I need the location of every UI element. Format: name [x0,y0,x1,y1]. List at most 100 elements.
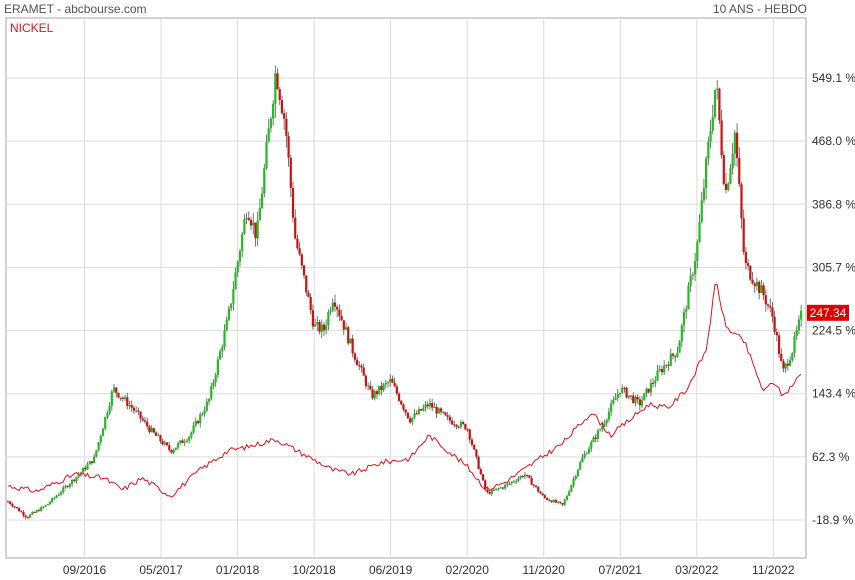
candle-down [15,507,18,509]
candle-up [327,311,330,326]
candle-down [347,327,350,344]
candle-down [521,476,524,478]
candle-up [424,404,427,408]
candle-down [764,295,767,305]
candle-down [462,422,465,424]
candle-up [800,310,803,320]
candle-up [367,385,370,387]
candle-up [570,485,573,492]
candle-up [95,450,98,457]
candle-up [680,325,683,342]
grid [5,17,807,559]
candle-up [700,200,703,222]
candle-up [227,308,231,320]
candle-down [492,489,496,491]
candle-up [157,435,160,437]
candle-down [539,491,542,494]
candle-down [37,510,41,512]
candle-down [594,437,597,439]
candle-down [73,479,76,481]
y-tick-label: 468.0 % [812,134,855,148]
candle-up [378,386,381,395]
candle-down [307,292,310,297]
candle-up [729,167,732,184]
candle-down [722,155,725,184]
candle-up [693,261,697,275]
y-tick-label: -18.9 % [812,513,854,527]
candle-up [135,410,138,412]
candle-down [351,338,354,354]
candle-down [340,315,343,321]
candle-up [40,507,43,512]
candle-down [146,421,149,427]
candle-up [188,436,191,441]
candle-down [130,405,133,408]
candle-up [731,153,734,168]
candle-down [470,439,474,445]
candle-up [658,369,661,371]
candle-up [192,425,195,433]
candle-up [685,309,688,312]
candle-up [689,275,692,286]
candle-up [104,416,107,429]
candle-down [369,385,372,390]
candle-up [614,398,617,401]
candle-up [579,462,582,470]
candle-up [590,442,593,449]
candle-up [218,351,222,360]
candles-group [6,65,803,520]
candle-down [342,320,345,330]
candle-down [247,217,250,220]
candle-up [212,382,215,387]
candle-up [179,440,182,444]
candle-up [733,132,736,154]
candle-up [495,488,498,490]
candle-up [55,495,58,498]
candle-up [707,141,710,159]
candle-up [42,506,45,508]
candle-up [331,302,334,311]
candle-up [760,285,763,293]
candle-up [669,353,672,366]
candle-down [148,426,151,432]
candle-down [168,445,171,450]
candle-down [782,361,785,369]
candle-down [444,412,447,416]
candle-up [640,400,644,406]
candle-up [428,402,432,407]
candle-down [119,397,122,399]
candle-up [574,476,577,480]
candle-down [530,477,533,485]
candle-up [70,479,74,485]
candle-down [115,387,118,393]
candle-down [13,506,16,508]
candle-down [300,254,303,266]
candle-up [199,414,202,424]
candle-up [784,363,787,369]
candle-up [711,117,714,131]
candle-up [512,481,516,483]
candle-up [592,437,595,443]
candle-down [121,397,124,399]
candle-up [386,382,390,384]
candle-down [360,365,363,368]
candle-up [35,510,38,513]
candle-up [232,289,235,304]
candle-up [238,251,242,262]
candle-up [194,421,197,426]
candle-up [236,261,239,273]
candle-up [459,422,463,427]
candle-down [338,309,341,316]
candle-up [263,168,266,194]
candle-down [488,492,491,494]
y-tick-label: 143.4 % [812,387,855,401]
candle-up [709,130,712,142]
candle-up [190,432,193,437]
candle-down [397,393,401,401]
candle-up [97,442,100,451]
candle-down [431,402,434,408]
candle-down [777,335,781,354]
candle-up [705,158,708,189]
candle-up [128,405,131,407]
candle-down [276,73,279,90]
